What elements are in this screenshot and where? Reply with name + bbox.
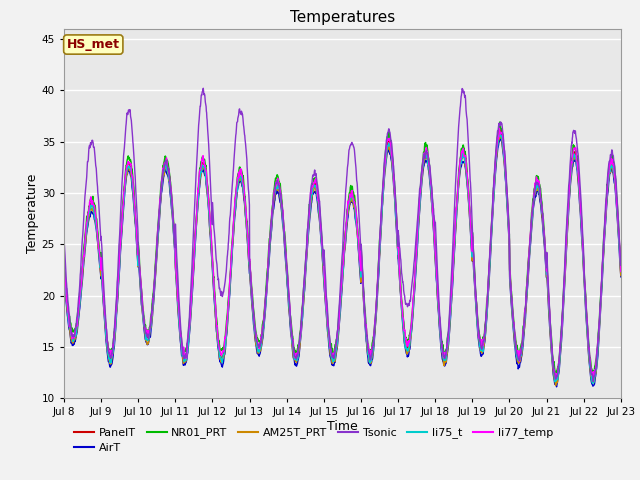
AirT (617, 274, 625, 280)
li77_temp (617, 268, 625, 274)
AirT (553, 384, 561, 390)
Line: PanelT: PanelT (64, 128, 621, 379)
PanelT (60, 267, 68, 273)
Text: HS_met: HS_met (67, 38, 120, 51)
Line: AirT: AirT (64, 139, 621, 387)
PanelT (504, 218, 512, 224)
AirT (584, 338, 591, 344)
li75_t (568, 161, 575, 167)
AM25T_PRT (496, 134, 504, 140)
Line: li77_temp: li77_temp (64, 128, 621, 377)
Tsonic (617, 263, 625, 268)
AirT (60, 274, 68, 279)
Tsonic (359, 270, 367, 276)
PanelT (617, 268, 625, 274)
AirT (504, 226, 512, 232)
li75_t (617, 268, 625, 274)
li77_temp (495, 125, 503, 131)
li77_temp (504, 216, 512, 221)
AM25T_PRT (568, 162, 576, 168)
Tsonic (584, 323, 591, 328)
AM25T_PRT (216, 352, 223, 358)
Y-axis label: Temperature: Temperature (26, 174, 39, 253)
li77_temp (358, 268, 366, 274)
li75_t (504, 220, 512, 226)
Title: Temperatures: Temperatures (290, 10, 395, 25)
PanelT (216, 346, 223, 352)
li77_temp (568, 158, 576, 164)
Line: NR01_PRT: NR01_PRT (64, 122, 621, 374)
PanelT (497, 125, 505, 131)
AM25T_PRT (358, 276, 366, 282)
AM25T_PRT (552, 383, 559, 388)
PanelT (371, 329, 378, 335)
li75_t (216, 350, 223, 356)
AM25T_PRT (584, 334, 591, 340)
li77_temp (371, 326, 378, 332)
AirT (358, 278, 366, 284)
li75_t (584, 327, 591, 333)
NR01_PRT (584, 319, 591, 325)
X-axis label: Time: Time (327, 420, 358, 433)
AirT (371, 335, 378, 340)
Tsonic (568, 139, 575, 145)
NR01_PRT (216, 341, 223, 347)
li77_temp (584, 323, 591, 329)
AirT (568, 166, 576, 171)
Tsonic (60, 236, 68, 241)
Legend: PanelT, AirT, NR01_PRT, AM25T_PRT, Tsonic, li75_t, li77_temp: PanelT, AirT, NR01_PRT, AM25T_PRT, Tsoni… (70, 423, 557, 457)
Tsonic (216, 286, 223, 291)
li75_t (371, 329, 378, 335)
PanelT (589, 376, 596, 382)
Line: li75_t: li75_t (64, 132, 621, 384)
Tsonic (504, 213, 512, 218)
NR01_PRT (358, 266, 366, 272)
NR01_PRT (371, 322, 378, 328)
li75_t (496, 130, 504, 135)
li75_t (358, 274, 366, 280)
li77_temp (60, 264, 68, 270)
li77_temp (216, 345, 223, 351)
li77_temp (552, 374, 560, 380)
AM25T_PRT (371, 332, 378, 338)
li75_t (589, 381, 596, 386)
Line: AM25T_PRT: AM25T_PRT (64, 137, 621, 385)
AirT (216, 356, 223, 361)
AM25T_PRT (60, 273, 68, 278)
PanelT (568, 159, 575, 165)
NR01_PRT (617, 264, 625, 270)
Tsonic (371, 324, 379, 330)
PanelT (584, 326, 591, 332)
NR01_PRT (589, 371, 596, 377)
NR01_PRT (568, 156, 575, 162)
NR01_PRT (496, 119, 504, 125)
Tsonic (200, 85, 207, 91)
AM25T_PRT (504, 221, 512, 227)
Line: Tsonic: Tsonic (64, 88, 621, 382)
li75_t (60, 267, 68, 273)
Tsonic (589, 379, 597, 384)
AM25T_PRT (617, 273, 625, 278)
AirT (497, 136, 504, 142)
NR01_PRT (504, 210, 512, 216)
PanelT (358, 272, 366, 278)
NR01_PRT (60, 260, 68, 266)
